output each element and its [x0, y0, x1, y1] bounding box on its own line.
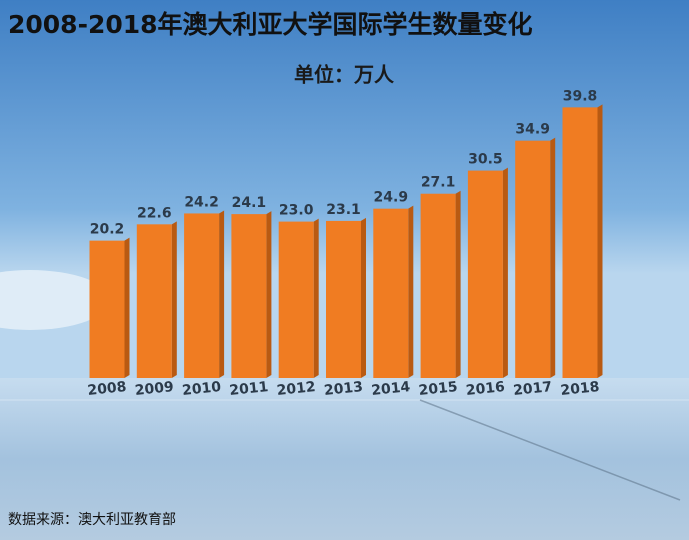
bar: [373, 205, 414, 378]
cloud: [0, 270, 110, 330]
x-tick-label: 2018: [560, 379, 600, 399]
bar: [515, 137, 556, 378]
bar-side: [502, 167, 508, 378]
bar: [420, 190, 461, 378]
bars: 20.2 2008 22.6 2009 24.2 2010 24.1 2011 23.0 2012…: [87, 88, 603, 399]
bar-side: [361, 217, 366, 378]
bar-front: [278, 221, 314, 378]
bar-front: [373, 208, 409, 378]
value-label: 34.9: [515, 122, 550, 138]
bar-side: [455, 190, 461, 378]
bar-front: [467, 170, 503, 378]
bar-side: [408, 205, 414, 378]
bar: [184, 210, 225, 378]
bar: [231, 211, 272, 378]
value-label: 27.1: [421, 175, 456, 191]
bar-front: [562, 107, 598, 379]
value-label: 23.0: [279, 203, 314, 219]
x-tick-label: 2014: [371, 379, 412, 399]
bar-front: [231, 214, 267, 378]
value-label: 24.2: [184, 194, 219, 210]
value-label: 24.1: [232, 195, 267, 211]
x-tick-label: 2012: [276, 379, 316, 399]
bar-front: [184, 213, 220, 378]
bar: [562, 104, 603, 379]
bar-side: [313, 218, 319, 378]
bar-side: [219, 210, 225, 378]
bar-front: [515, 140, 551, 378]
x-tick-label: 2016: [465, 379, 505, 399]
bar-side: [124, 237, 130, 378]
value-label: 39.8: [563, 88, 598, 104]
bar: [278, 218, 319, 378]
bar-side: [171, 221, 177, 378]
source-note: 数据来源：澳大利亚教育部: [8, 512, 176, 528]
chart-subtitle: 单位：万人: [294, 63, 395, 87]
bar-front: [89, 240, 125, 378]
bar-front: [136, 224, 172, 378]
bar: [136, 221, 177, 378]
floor-line: [419, 399, 681, 501]
bar-front: [326, 220, 361, 378]
bar-front: [420, 193, 456, 378]
value-label: 23.1: [326, 202, 361, 218]
bar: [467, 167, 508, 378]
x-tick-label: 2010: [181, 379, 222, 399]
bar-side: [550, 137, 556, 378]
x-tick-label: 2013: [323, 379, 363, 399]
x-tick-label: 2008: [87, 379, 127, 399]
bar-side: [266, 211, 272, 378]
chart-title: 2008-2018年澳大利亚大学国际学生数量变化: [8, 10, 533, 39]
value-label: 20.2: [90, 222, 125, 238]
x-tick-label: 2015: [418, 379, 458, 399]
value-label: 30.5: [468, 152, 503, 168]
value-label: 24.9: [374, 190, 409, 206]
value-label: 22.6: [137, 205, 172, 221]
x-tick-label: 2011: [229, 379, 269, 399]
bar-side: [597, 104, 603, 379]
bar: [326, 217, 366, 378]
bar: [89, 237, 130, 378]
x-tick-label: 2009: [134, 379, 174, 399]
x-tick-label: 2017: [512, 379, 552, 399]
